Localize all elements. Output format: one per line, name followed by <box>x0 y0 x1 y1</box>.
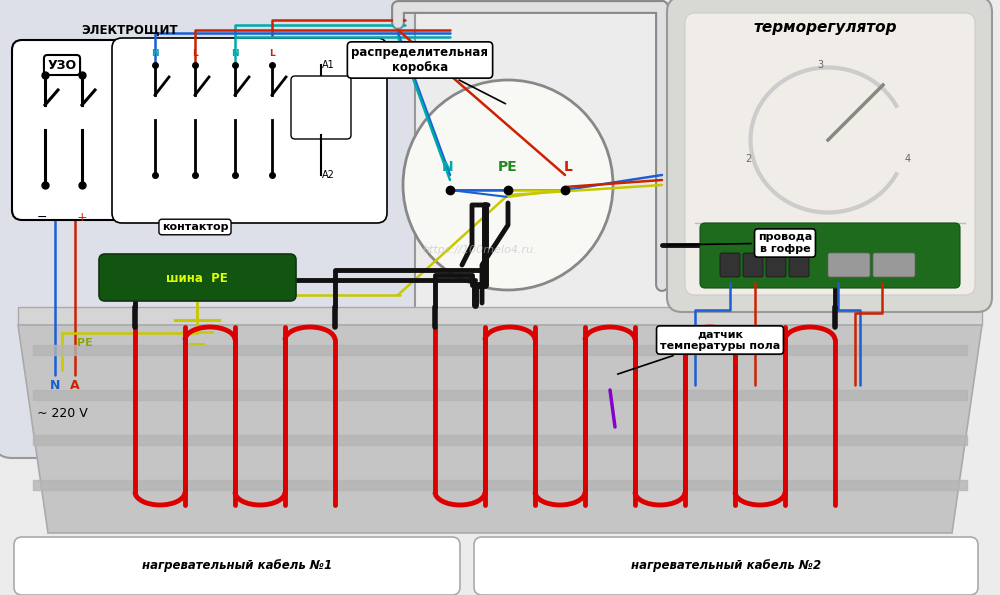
Text: L: L <box>269 49 275 58</box>
Text: 4: 4 <box>904 155 910 164</box>
Text: https://100melo4.ru.: https://100melo4.ru. <box>423 245 537 255</box>
Text: терморегулятор: терморегулятор <box>753 20 897 35</box>
Text: +: + <box>77 211 87 224</box>
FancyBboxPatch shape <box>99 254 296 301</box>
Text: ЭЛЕКТРОЩИТ: ЭЛЕКТРОЩИТ <box>82 23 178 36</box>
Text: РЕ: РЕ <box>77 338 93 348</box>
Text: L: L <box>192 49 198 58</box>
Text: A1: A1 <box>322 60 334 70</box>
Text: контактор: контактор <box>162 222 228 232</box>
Text: −: − <box>37 211 47 224</box>
FancyBboxPatch shape <box>291 76 351 139</box>
Text: ~ 220 V: ~ 220 V <box>37 406 87 419</box>
Circle shape <box>403 80 613 290</box>
FancyBboxPatch shape <box>14 537 460 595</box>
FancyBboxPatch shape <box>828 253 870 277</box>
Text: A2: A2 <box>322 170 334 180</box>
FancyBboxPatch shape <box>789 253 809 277</box>
Text: N: N <box>50 378 60 392</box>
Text: датчик
температуры пола: датчик температуры пола <box>618 329 780 374</box>
Text: N: N <box>231 49 239 58</box>
Text: шина  РЕ: шина РЕ <box>166 271 228 284</box>
FancyBboxPatch shape <box>0 0 415 458</box>
Text: N: N <box>151 49 159 58</box>
FancyBboxPatch shape <box>12 40 157 220</box>
Text: L: L <box>564 160 572 174</box>
Text: PE: PE <box>498 160 518 174</box>
FancyBboxPatch shape <box>743 253 763 277</box>
Text: нагревательный кабель №1: нагревательный кабель №1 <box>142 559 332 572</box>
Text: УЗО: УЗО <box>47 58 77 71</box>
FancyBboxPatch shape <box>667 0 992 312</box>
Polygon shape <box>18 307 982 325</box>
FancyBboxPatch shape <box>873 253 915 277</box>
FancyBboxPatch shape <box>766 253 786 277</box>
Text: 3: 3 <box>818 60 824 70</box>
FancyBboxPatch shape <box>474 537 978 595</box>
FancyBboxPatch shape <box>112 38 387 223</box>
Text: распределительная
коробка: распределительная коробка <box>352 46 506 104</box>
FancyBboxPatch shape <box>685 13 975 295</box>
Text: N: N <box>442 160 454 174</box>
Polygon shape <box>18 325 982 533</box>
Text: нагревательный кабель №2: нагревательный кабель №2 <box>631 559 821 572</box>
Text: 2: 2 <box>746 155 752 164</box>
Text: провода
в гофре: провода в гофре <box>668 232 812 254</box>
Text: A: A <box>70 378 80 392</box>
FancyBboxPatch shape <box>700 223 960 288</box>
FancyBboxPatch shape <box>720 253 740 277</box>
